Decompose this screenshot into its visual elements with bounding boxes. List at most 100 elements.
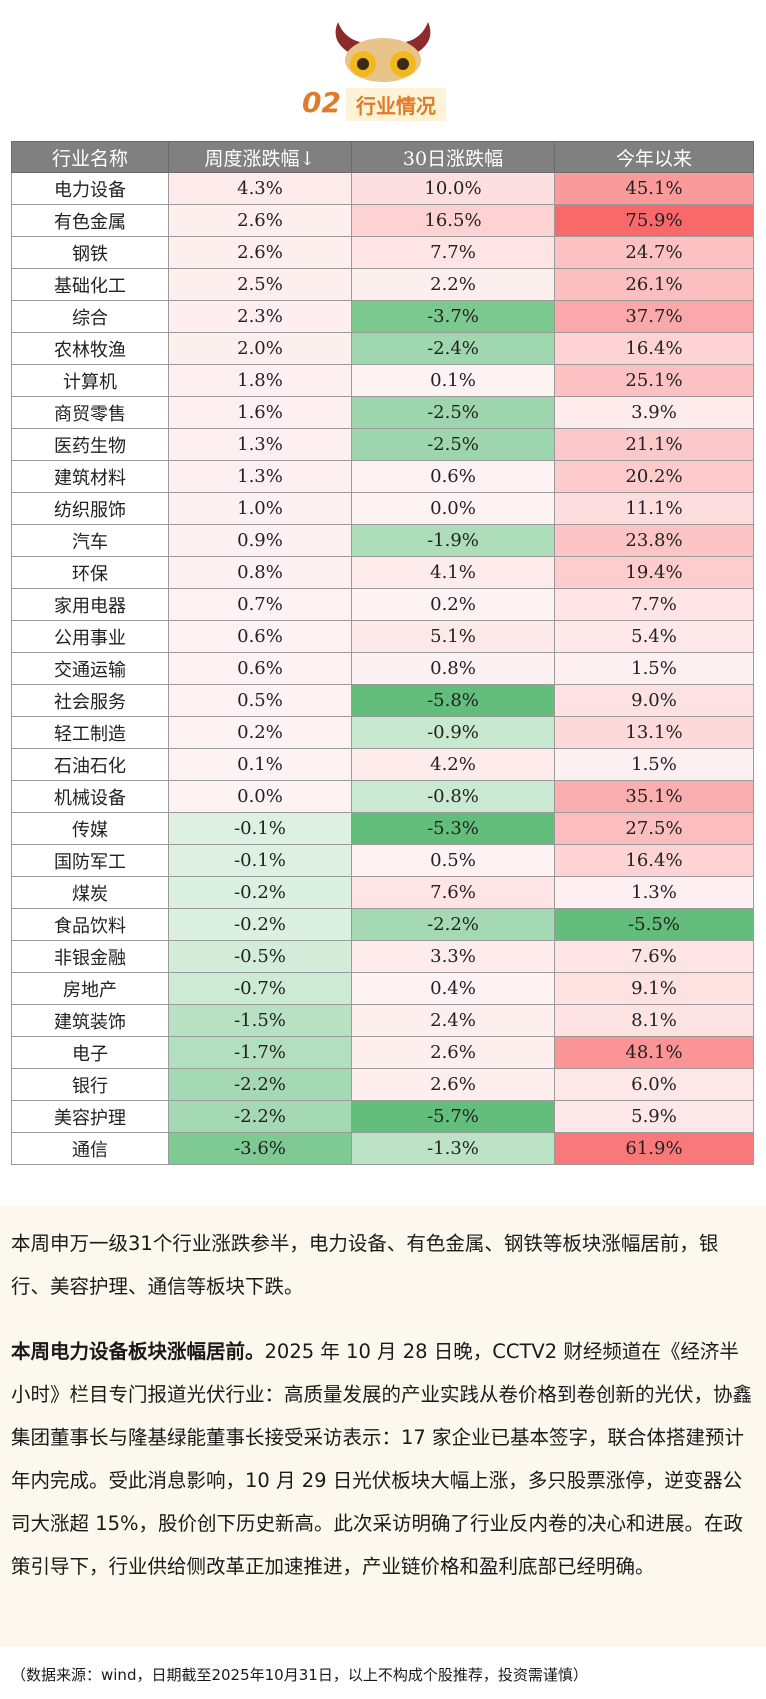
value-cell: 25.1% (554, 364, 754, 397)
value-cell: 20.2% (554, 460, 754, 493)
section-title: 行业情况 (346, 88, 446, 121)
value-cell: 5.4% (554, 620, 754, 653)
table-row: 银行 -2.2% 2.6% 6.0% (11, 1068, 754, 1101)
value-cell: 2.4% (351, 1004, 555, 1037)
value-cell: 2.6% (168, 204, 352, 237)
value-cell: -0.7% (168, 972, 352, 1005)
industry-cell: 家用电器 (11, 588, 169, 621)
value-cell: -0.1% (168, 812, 352, 845)
value-cell: -1.3% (351, 1132, 555, 1165)
table-row: 传媒 -0.1% -5.3% 27.5% (11, 812, 754, 845)
table-row: 计算机 1.8% 0.1% 25.1% (11, 364, 754, 397)
value-cell: 16.4% (554, 332, 754, 365)
value-cell: 7.7% (351, 236, 555, 269)
value-cell: 19.4% (554, 556, 754, 589)
industry-cell: 美容护理 (11, 1100, 169, 1133)
value-cell: 2.6% (168, 236, 352, 269)
value-cell: 1.8% (168, 364, 352, 397)
value-cell: 37.7% (554, 300, 754, 333)
table-row: 建筑材料 1.3% 0.6% 20.2% (11, 460, 754, 493)
value-cell: 75.9% (554, 204, 754, 237)
value-cell: 3.3% (351, 940, 555, 973)
value-cell: -5.5% (554, 908, 754, 941)
value-cell: 9.0% (554, 684, 754, 717)
industry-cell: 综合 (11, 300, 169, 333)
table-row: 非银金融 -0.5% 3.3% 7.6% (11, 940, 754, 973)
value-cell: 11.1% (554, 492, 754, 525)
value-cell: 8.1% (554, 1004, 754, 1037)
value-cell: -0.5% (168, 940, 352, 973)
industry-cell: 农林牧渔 (11, 332, 169, 365)
paragraph: 本周电力设备板块涨幅居前。2025 年 10 月 28 日晚，CCTV2 财经频… (11, 1330, 756, 1588)
table-row: 通信 -3.6% -1.3% 61.9% (11, 1132, 754, 1165)
value-cell: -0.1% (168, 844, 352, 877)
table-row: 电子 -1.7% 2.6% 48.1% (11, 1036, 754, 1069)
header-icon (335, 22, 431, 82)
industry-cell: 建筑材料 (11, 460, 169, 493)
value-cell: 1.3% (168, 460, 352, 493)
value-cell: -5.8% (351, 684, 555, 717)
value-cell: -0.2% (168, 908, 352, 941)
value-cell: 0.6% (168, 620, 352, 653)
lead: 本周电力设备板块涨幅居前。 (11, 1340, 265, 1363)
industry-cell: 医药生物 (11, 428, 169, 461)
table-row: 基础化工 2.5% 2.2% 26.1% (11, 268, 754, 301)
value-cell: 2.5% (168, 268, 352, 301)
value-cell: 4.3% (168, 172, 352, 205)
industry-cell: 煤炭 (11, 876, 169, 909)
table-row: 汽车 0.9% -1.9% 23.8% (11, 524, 754, 557)
value-cell: -2.5% (351, 396, 555, 429)
value-cell: 2.6% (351, 1068, 555, 1101)
value-cell: -1.5% (168, 1004, 352, 1037)
value-cell: 10.0% (351, 172, 555, 205)
value-cell: 35.1% (554, 780, 754, 813)
paragraph: 本周申万一级31个行业涨跌参半，电力设备、有色金属、钢铁等板块涨幅居前，银行、美… (11, 1232, 719, 1298)
value-cell: -3.7% (351, 300, 555, 333)
table-row: 交通运输 0.6% 0.8% 1.5% (11, 652, 754, 685)
value-cell: 0.6% (351, 460, 555, 493)
table-row: 商贸零售 1.6% -2.5% 3.9% (11, 396, 754, 429)
table-row: 国防军工 -0.1% 0.5% 16.4% (11, 844, 754, 877)
table-row: 公用事业 0.6% 5.1% 5.4% (11, 620, 754, 653)
body: 2025 年 10 月 28 日晚，CCTV2 财经频道在《经济半小时》栏目专门… (11, 1340, 753, 1578)
table-row: 石油石化 0.1% 4.2% 1.5% (11, 748, 754, 781)
value-cell: 0.8% (168, 556, 352, 589)
value-cell: 2.2% (351, 268, 555, 301)
value-cell: 0.6% (168, 652, 352, 685)
table-row: 综合 2.3% -3.7% 37.7% (11, 300, 754, 333)
industry-cell: 轻工制造 (11, 716, 169, 749)
value-cell: 16.4% (554, 844, 754, 877)
flower-center (397, 58, 409, 70)
industry-table: 行业名称 周度涨跌幅↓ 30日涨跌幅 今年以来 电力设备 4.3% 10.0% 45.1% 有… (11, 141, 754, 1165)
value-cell: 9.1% (554, 972, 754, 1005)
text-box (0, 1206, 766, 1647)
industry-cell: 基础化工 (11, 268, 169, 301)
value-cell: -5.7% (351, 1100, 555, 1133)
value-cell: 1.3% (168, 428, 352, 461)
value-cell: -2.2% (351, 908, 555, 941)
value-cell: 0.1% (168, 748, 352, 781)
column-header: 周度涨跌幅↓ (168, 141, 352, 173)
value-cell: 2.0% (168, 332, 352, 365)
value-cell: -3.6% (168, 1132, 352, 1165)
value-cell: 4.2% (351, 748, 555, 781)
industry-cell: 建筑装饰 (11, 1004, 169, 1037)
industry-cell: 电力设备 (11, 172, 169, 205)
industry-cell: 通信 (11, 1132, 169, 1165)
industry-cell: 房地产 (11, 972, 169, 1005)
column-header: 行业名称 (11, 141, 169, 173)
industry-cell: 食品饮料 (11, 908, 169, 941)
value-cell: 2.6% (351, 1036, 555, 1069)
table-row: 家用电器 0.7% 0.2% 7.7% (11, 588, 754, 621)
value-cell: 0.4% (351, 972, 555, 1005)
table-row: 纺织服饰 1.0% 0.0% 11.1% (11, 492, 754, 525)
value-cell: 24.7% (554, 236, 754, 269)
industry-cell: 商贸零售 (11, 396, 169, 429)
value-cell: 0.7% (168, 588, 352, 621)
value-cell: -2.2% (168, 1100, 352, 1133)
value-cell: -2.4% (351, 332, 555, 365)
value-cell: 27.5% (554, 812, 754, 845)
value-cell: 4.1% (351, 556, 555, 589)
value-cell: 0.1% (351, 364, 555, 397)
value-cell: 0.0% (351, 492, 555, 525)
